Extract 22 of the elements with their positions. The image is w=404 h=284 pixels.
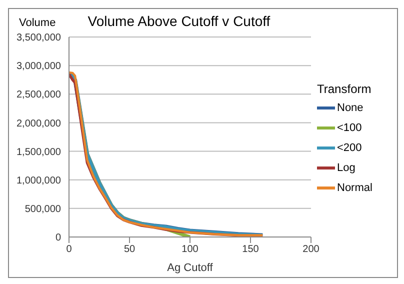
chart-title: Volume Above Cutoff v Cutoff [88,13,270,29]
x-axis-title: Ag Cutoff [167,262,214,274]
legend-label: <200 [337,142,362,154]
y-tick-label: 1,500,000 [16,146,62,158]
y-axis-title: Volume [19,17,56,29]
x-tick-label: 200 [302,244,320,256]
legend-label: Normal [337,182,372,194]
y-tick-label: 0 [55,232,62,244]
y-tick-label: 3,000,000 [16,61,62,72]
x-tick-label: 50 [124,244,136,256]
y-tick-label: 1,000,000 [16,175,62,186]
legend-label: <100 [337,122,362,134]
legend-title: Transform [317,82,372,96]
y-tick-label: 500,000 [24,204,62,215]
legend-label: None [337,102,364,114]
y-tick-label: 2,500,000 [16,90,62,101]
x-tick-label: 0 [66,244,72,256]
y-tick-label: 2,000,000 [16,118,62,130]
x-tick-label: 100 [182,244,199,256]
legend-label: Log [337,162,356,174]
y-tick-label: 3,500,000 [16,32,62,44]
x-tick-label: 150 [242,244,260,256]
